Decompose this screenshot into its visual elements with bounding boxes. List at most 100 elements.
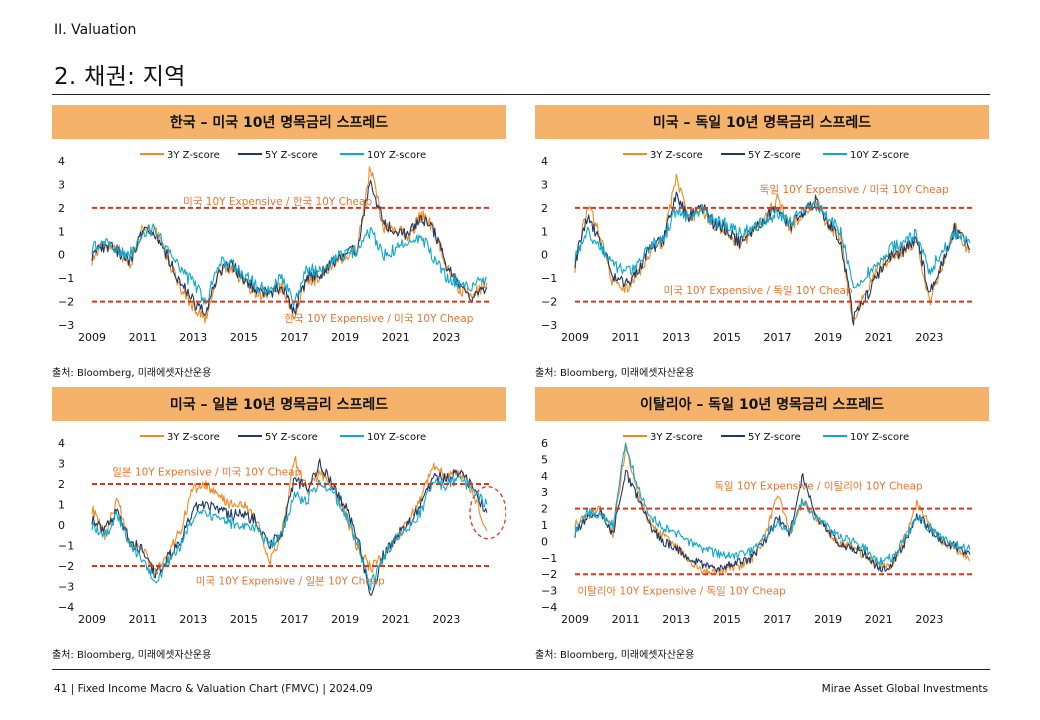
y-tick-label: −3 (58, 581, 74, 594)
y-tick-label: 2 (58, 478, 65, 491)
footer-company: Mirae Asset Global Investments (821, 683, 988, 695)
chart-source: 출처: Bloomberg, 미래에셋자산운용 (535, 368, 695, 379)
chart-panel-us-de: 미국 – 독일 10년 명목금리 스프레드 4 3 2 1 0 −1 −2 −3 2009 201… (535, 105, 989, 355)
y-tick-label: −1 (541, 272, 557, 285)
chart-title: 미국 – 일본 10년 명목금리 스프레드 (52, 387, 506, 421)
x-tick-label: 2017 (764, 613, 792, 626)
y-tick-label: 6 (541, 437, 548, 450)
series-line-y10 (91, 223, 488, 307)
legend-label: 3Y Z-score (167, 150, 220, 161)
x-tick-label: 2021 (865, 331, 893, 344)
y-tick-label: −4 (541, 601, 557, 614)
y-tick-label: 2 (541, 202, 548, 215)
x-tick-label: 2021 (865, 613, 893, 626)
x-tick-label: 2021 (382, 331, 410, 344)
x-tick-label: 2009 (561, 613, 589, 626)
y-tick-label: 2 (58, 202, 65, 215)
chart-us-jp-spread: 4 3 2 1 0 −1 −2 −3 −4 2009 2011 2013 2015 2017 2019 202… (58, 432, 506, 626)
chart-us-de-spread: 4 3 2 1 0 −1 −2 −3 2009 2011 2013 2015 2017 2019 2021 2… (541, 150, 975, 344)
x-tick-label: 2017 (281, 613, 309, 626)
y-tick-label: −2 (58, 560, 74, 573)
band-annotation: 미국 10Y Expensive / 독일 10Y Cheap (664, 284, 853, 297)
y-tick-label: 1 (541, 225, 548, 238)
chart-title: 이탈리아 – 독일 10년 명목금리 스프레드 (535, 387, 989, 421)
y-tick-label: 3 (58, 178, 65, 191)
y-tick-label: 1 (58, 499, 65, 512)
y-tick-label: 0 (541, 535, 548, 548)
y-tick-label: −3 (541, 585, 557, 598)
y-tick-label: 4 (58, 155, 65, 168)
series-line-y5 (574, 469, 971, 573)
series-line-y10 (91, 475, 488, 591)
footer-page-info: 41 | Fixed Income Macro & Valuation Char… (54, 683, 373, 695)
y-tick-label: 0 (58, 249, 65, 262)
chart-source: 출처: Bloomberg, 미래에셋자산운용 (52, 368, 212, 379)
x-tick-label: 2017 (281, 331, 309, 344)
x-tick-label: 2017 (764, 331, 792, 344)
y-tick-label: 3 (541, 486, 548, 499)
legend-label: 10Y Z-score (367, 150, 426, 161)
y-tick-label: 3 (541, 178, 548, 191)
y-tick-label: −2 (541, 568, 557, 581)
x-tick-label: 2023 (432, 613, 460, 626)
chart-kr-us-spread: 4 3 2 1 0 −1 −2 −3 2009 2011 2013 2015 2017 2019 2021 2… (58, 150, 492, 344)
x-tick-label: 2021 (382, 613, 410, 626)
chart-panel-kr-us: 한국 – 미국 10년 명목금리 스프레드 4 3 2 1 0 −1 −2 −3 2009 201… (52, 105, 506, 355)
y-tick-label: 4 (58, 437, 65, 450)
band-annotation: 한국 10Y Expensive / 미국 10Y Cheap (284, 313, 473, 325)
x-tick-label: 2023 (915, 613, 943, 626)
series-line-y5 (91, 458, 488, 596)
bottom-divider (52, 669, 990, 670)
x-tick-label: 2013 (179, 613, 207, 626)
y-tick-label: −4 (58, 601, 74, 614)
chart-source: 출처: Bloomberg, 미래에셋자산운용 (52, 650, 212, 661)
page-title: 2. 채권: 지역 (54, 64, 186, 90)
x-tick-label: 2023 (915, 331, 943, 344)
y-tick-label: 2 (541, 503, 548, 516)
band-annotation: 미국 10Y Expensive / 한국 10Y Cheap (183, 196, 372, 208)
x-tick-label: 2019 (814, 613, 842, 626)
band-annotation: 이탈리아 10Y Expensive / 독일 10Y Cheap (578, 585, 787, 598)
x-tick-label: 2009 (78, 331, 106, 344)
y-tick-label: −1 (58, 540, 74, 553)
y-tick-label: 4 (541, 470, 548, 483)
legend-label: 10Y Z-score (850, 432, 909, 443)
x-tick-label: 2009 (78, 613, 106, 626)
band-annotation: 미국 10Y Expensive / 일본 10Y Cheap (196, 574, 385, 587)
chart-it-de-spread: 6 5 4 3 2 1 0 −1 −2 −3 −4 2009 2011 2013 2015 2017 2019 2… (541, 432, 975, 626)
y-tick-label: 3 (58, 458, 65, 471)
chart-title: 미국 – 독일 10년 명목금리 스프레드 (535, 105, 989, 139)
x-tick-label: 2019 (814, 331, 842, 344)
x-tick-label: 2013 (662, 331, 690, 344)
section-label: II. Valuation (54, 22, 137, 38)
x-tick-label: 2019 (331, 613, 359, 626)
y-tick-label: 4 (541, 155, 548, 168)
y-tick-label: −3 (541, 319, 557, 332)
x-tick-label: 2015 (230, 331, 258, 344)
series-line-y10 (574, 200, 971, 289)
y-tick-label: −2 (541, 296, 557, 309)
band-annotation: 일본 10Y Expensive / 미국 10Y Cheap (112, 466, 301, 479)
band-annotation: 독일 10Y Expensive / 이탈리아 10Y Cheap (714, 480, 923, 493)
y-tick-label: 5 (541, 453, 548, 466)
x-tick-label: 2015 (713, 331, 741, 344)
y-tick-label: −2 (58, 296, 74, 309)
legend-label: 3Y Z-score (650, 150, 703, 161)
chart-title: 한국 – 미국 10년 명목금리 스프레드 (52, 105, 506, 139)
legend-label: 5Y Z-score (265, 432, 318, 443)
legend-label: 5Y Z-score (748, 150, 801, 161)
x-tick-label: 2013 (179, 331, 207, 344)
top-divider (52, 94, 990, 95)
x-tick-label: 2013 (662, 613, 690, 626)
series-line-y5 (574, 191, 971, 326)
x-tick-label: 2015 (230, 613, 258, 626)
legend-label: 10Y Z-score (850, 150, 909, 161)
y-tick-label: 1 (541, 519, 548, 532)
y-tick-label: 1 (58, 225, 65, 238)
x-tick-label: 2011 (612, 613, 640, 626)
y-tick-label: 0 (541, 249, 548, 262)
x-tick-label: 2009 (561, 331, 589, 344)
y-tick-label: −3 (58, 319, 74, 332)
series-line-y10 (574, 442, 971, 567)
band-annotation: 독일 10Y Expensive / 미국 10Y Cheap (760, 183, 949, 196)
